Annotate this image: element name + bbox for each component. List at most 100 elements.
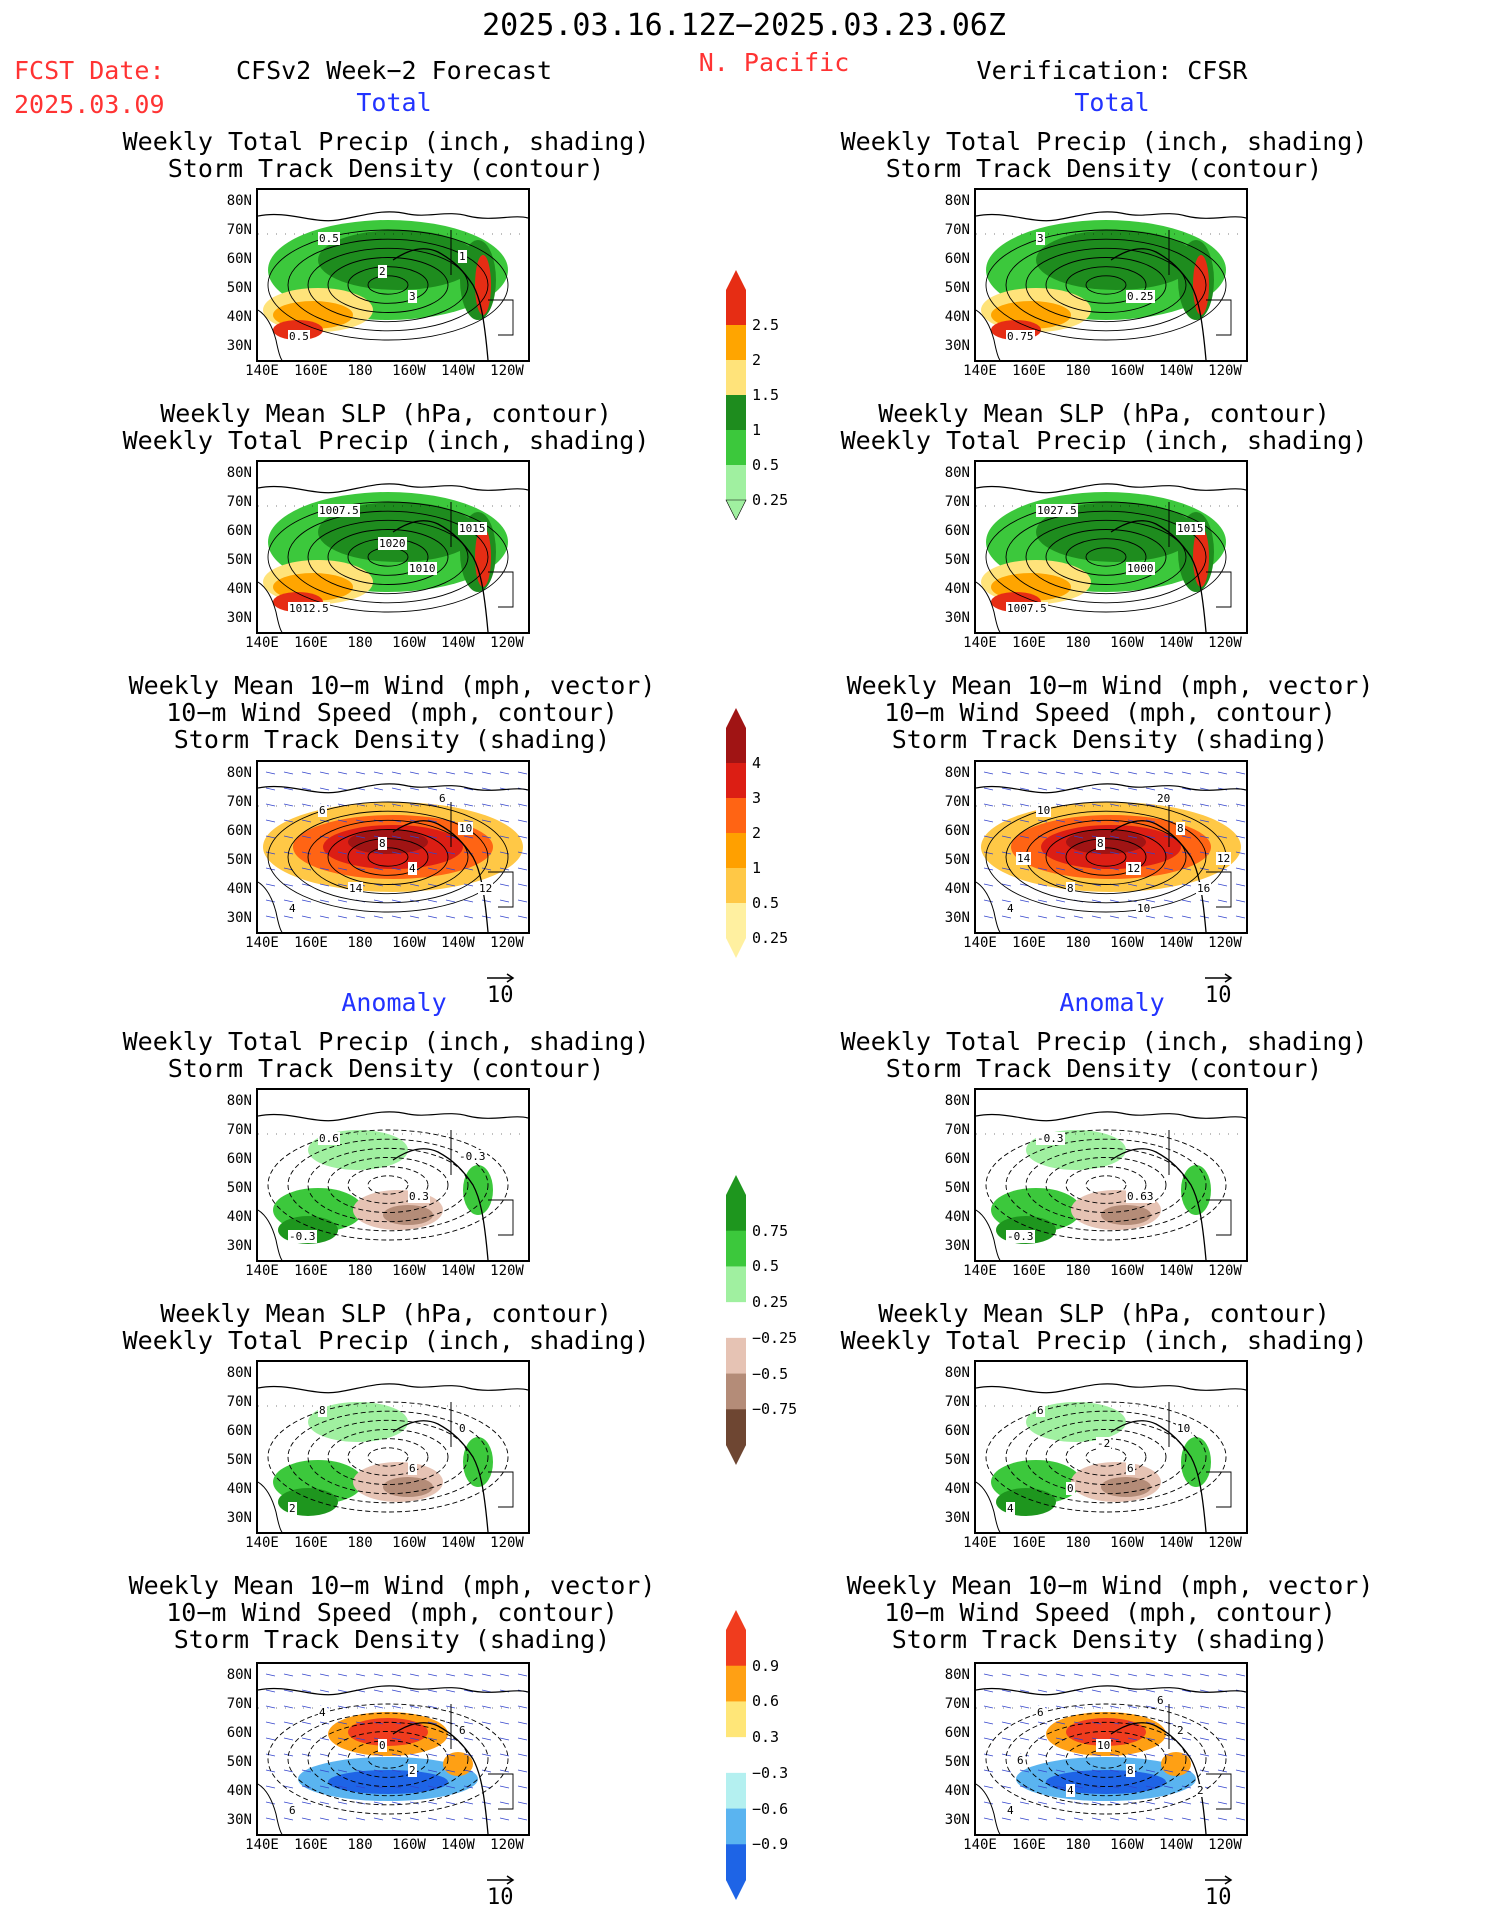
lon-label: 120W bbox=[490, 1263, 524, 1279]
colorbar-tick: 0.25 bbox=[752, 491, 789, 509]
contour-label: -0.3 bbox=[1036, 1132, 1065, 1145]
lon-label: 160E bbox=[294, 635, 328, 651]
lon-label: 120W bbox=[490, 1535, 524, 1551]
lat-label: 60N bbox=[226, 523, 252, 539]
title-vf-an-precip: Weekly Total Precip (inch, shading) Storm… bbox=[840, 1027, 1368, 1083]
contour-label: 0 bbox=[1066, 1482, 1075, 1495]
contour-label: 12 bbox=[478, 882, 494, 895]
lat-label: 60N bbox=[944, 1423, 970, 1439]
lat-label: 30N bbox=[226, 1510, 252, 1526]
lon-label: 140W bbox=[1159, 635, 1193, 651]
lon-label: 120W bbox=[1208, 635, 1242, 651]
lat-label: 60N bbox=[226, 823, 252, 839]
lon-label: 180 bbox=[1065, 1535, 1091, 1551]
title-vf-an-wind: Weekly Mean 10−m Wind (mph, vector) 10−m … bbox=[846, 1571, 1374, 1654]
colorbar-tick: 0.25 bbox=[752, 929, 789, 947]
lat-label: 80N bbox=[226, 1365, 252, 1381]
colorbar-tick: 2 bbox=[752, 351, 762, 369]
colorbar-storm_total bbox=[724, 708, 748, 962]
lon-label: 140E bbox=[963, 935, 997, 951]
contour-label: 0 bbox=[378, 1739, 387, 1752]
lon-label: 160W bbox=[392, 1535, 426, 1551]
lat-label: 40N bbox=[944, 309, 970, 325]
contour-label: 1010 bbox=[408, 562, 437, 575]
contour-label: 4 bbox=[1066, 1784, 1075, 1797]
fcst-date-value: 2025.03.09 bbox=[14, 90, 165, 119]
lat-label: 40N bbox=[944, 1481, 970, 1497]
colorbar-tick: −0.5 bbox=[752, 1364, 789, 1383]
colorbar-tick: 0.3 bbox=[752, 1728, 780, 1747]
lon-label: 140W bbox=[1159, 363, 1193, 379]
lon-label: 160E bbox=[294, 363, 328, 379]
lon-label: 160W bbox=[392, 1263, 426, 1279]
lat-label: 80N bbox=[226, 193, 252, 209]
map-panel-fc-an-precip: 0.6 0.3 -0.3 -0.3 bbox=[256, 1088, 530, 1262]
colorbar-tick: 0.75 bbox=[752, 1221, 789, 1240]
lon-label: 160E bbox=[294, 935, 328, 951]
lat-label: 50N bbox=[226, 280, 252, 296]
lat-label: 80N bbox=[226, 465, 252, 481]
lat-label: 40N bbox=[944, 1783, 970, 1799]
lat-label: 50N bbox=[944, 1180, 970, 1196]
lon-label: 140W bbox=[1159, 1535, 1193, 1551]
contour-label: 6 bbox=[318, 804, 327, 817]
arrow-right-icon bbox=[487, 973, 515, 983]
contour-label: 4 bbox=[1006, 902, 1015, 915]
title-vf-tot-precip: Weekly Total Precip (inch, shading) Storm… bbox=[840, 127, 1368, 183]
contour-label: -0.3 bbox=[288, 1230, 317, 1243]
vector-ref-fc-tot: 10 bbox=[487, 964, 515, 1008]
contour-label: 1020 bbox=[378, 537, 407, 550]
contour-label: 14 bbox=[1016, 852, 1032, 865]
lat-label: 60N bbox=[226, 1725, 252, 1741]
lon-label: 180 bbox=[347, 1535, 373, 1551]
lon-label: 180 bbox=[347, 363, 373, 379]
lat-label: 50N bbox=[944, 552, 970, 568]
lon-label: 140E bbox=[963, 635, 997, 651]
lon-label: 140E bbox=[245, 935, 279, 951]
section-anomaly-right: Anomaly bbox=[1059, 988, 1165, 1017]
contour-label: 0.25 bbox=[1126, 290, 1155, 303]
lat-label: 80N bbox=[944, 1365, 970, 1381]
lat-label: 40N bbox=[226, 581, 252, 597]
lat-label: 40N bbox=[226, 309, 252, 325]
lat-label: 70N bbox=[944, 1696, 970, 1712]
vector-ref-fc-an: 10 bbox=[487, 1866, 515, 1910]
contour-label: 3 bbox=[408, 290, 417, 303]
lat-label: 40N bbox=[226, 1209, 252, 1225]
contour-label: 6 bbox=[1156, 1694, 1165, 1707]
contour-label: 1015 bbox=[458, 522, 487, 535]
lon-label: 140W bbox=[1159, 935, 1193, 951]
contour-label: 8 bbox=[1176, 822, 1185, 835]
contour-label: 1027.5 bbox=[1036, 504, 1078, 517]
lon-label: 160E bbox=[1012, 635, 1046, 651]
colorbar-tick: 0.5 bbox=[752, 894, 780, 912]
lon-label: 140E bbox=[245, 1837, 279, 1853]
lat-label: 70N bbox=[944, 1122, 970, 1138]
lon-label: 140W bbox=[441, 635, 475, 651]
colorbar-tick: 3 bbox=[752, 789, 762, 807]
lat-label: 30N bbox=[944, 910, 970, 926]
lat-label: 80N bbox=[944, 1093, 970, 1109]
colorbar-tick: −0.75 bbox=[752, 1400, 798, 1419]
colorbar-tick: 0.5 bbox=[752, 456, 780, 474]
colorbar-tick: 1.5 bbox=[752, 386, 780, 404]
contour-label: -0.3 bbox=[1006, 1230, 1035, 1243]
colorbar-tick: 1 bbox=[752, 859, 762, 877]
map-panel-fc-an-slp: 8 6 2 0 bbox=[256, 1360, 530, 1534]
title-vf-tot-wind: Weekly Mean 10−m Wind (mph, vector) 10−m … bbox=[846, 671, 1374, 754]
contour-label: 0.3 bbox=[408, 1190, 430, 1203]
contour-label: 6 bbox=[438, 792, 447, 805]
lon-label: 140E bbox=[963, 1837, 997, 1853]
map-panel-vf-an-wind: 6 8 4 2 10 4 2 6 6 bbox=[974, 1662, 1248, 1836]
contour-label: 2 bbox=[288, 1502, 297, 1515]
lon-label: 120W bbox=[490, 1837, 524, 1853]
contour-label: 4 bbox=[288, 902, 297, 915]
map-panel-vf-an-precip: -0.3 0.63 -0.3 bbox=[974, 1088, 1248, 1262]
lon-label: 160W bbox=[392, 1837, 426, 1853]
lon-label: 180 bbox=[347, 935, 373, 951]
lon-label: 140E bbox=[245, 363, 279, 379]
lon-label: 160E bbox=[294, 1263, 328, 1279]
contour-label: 6 bbox=[458, 1724, 467, 1737]
lat-label: 50N bbox=[944, 852, 970, 868]
section-total-left: Total bbox=[356, 88, 432, 117]
